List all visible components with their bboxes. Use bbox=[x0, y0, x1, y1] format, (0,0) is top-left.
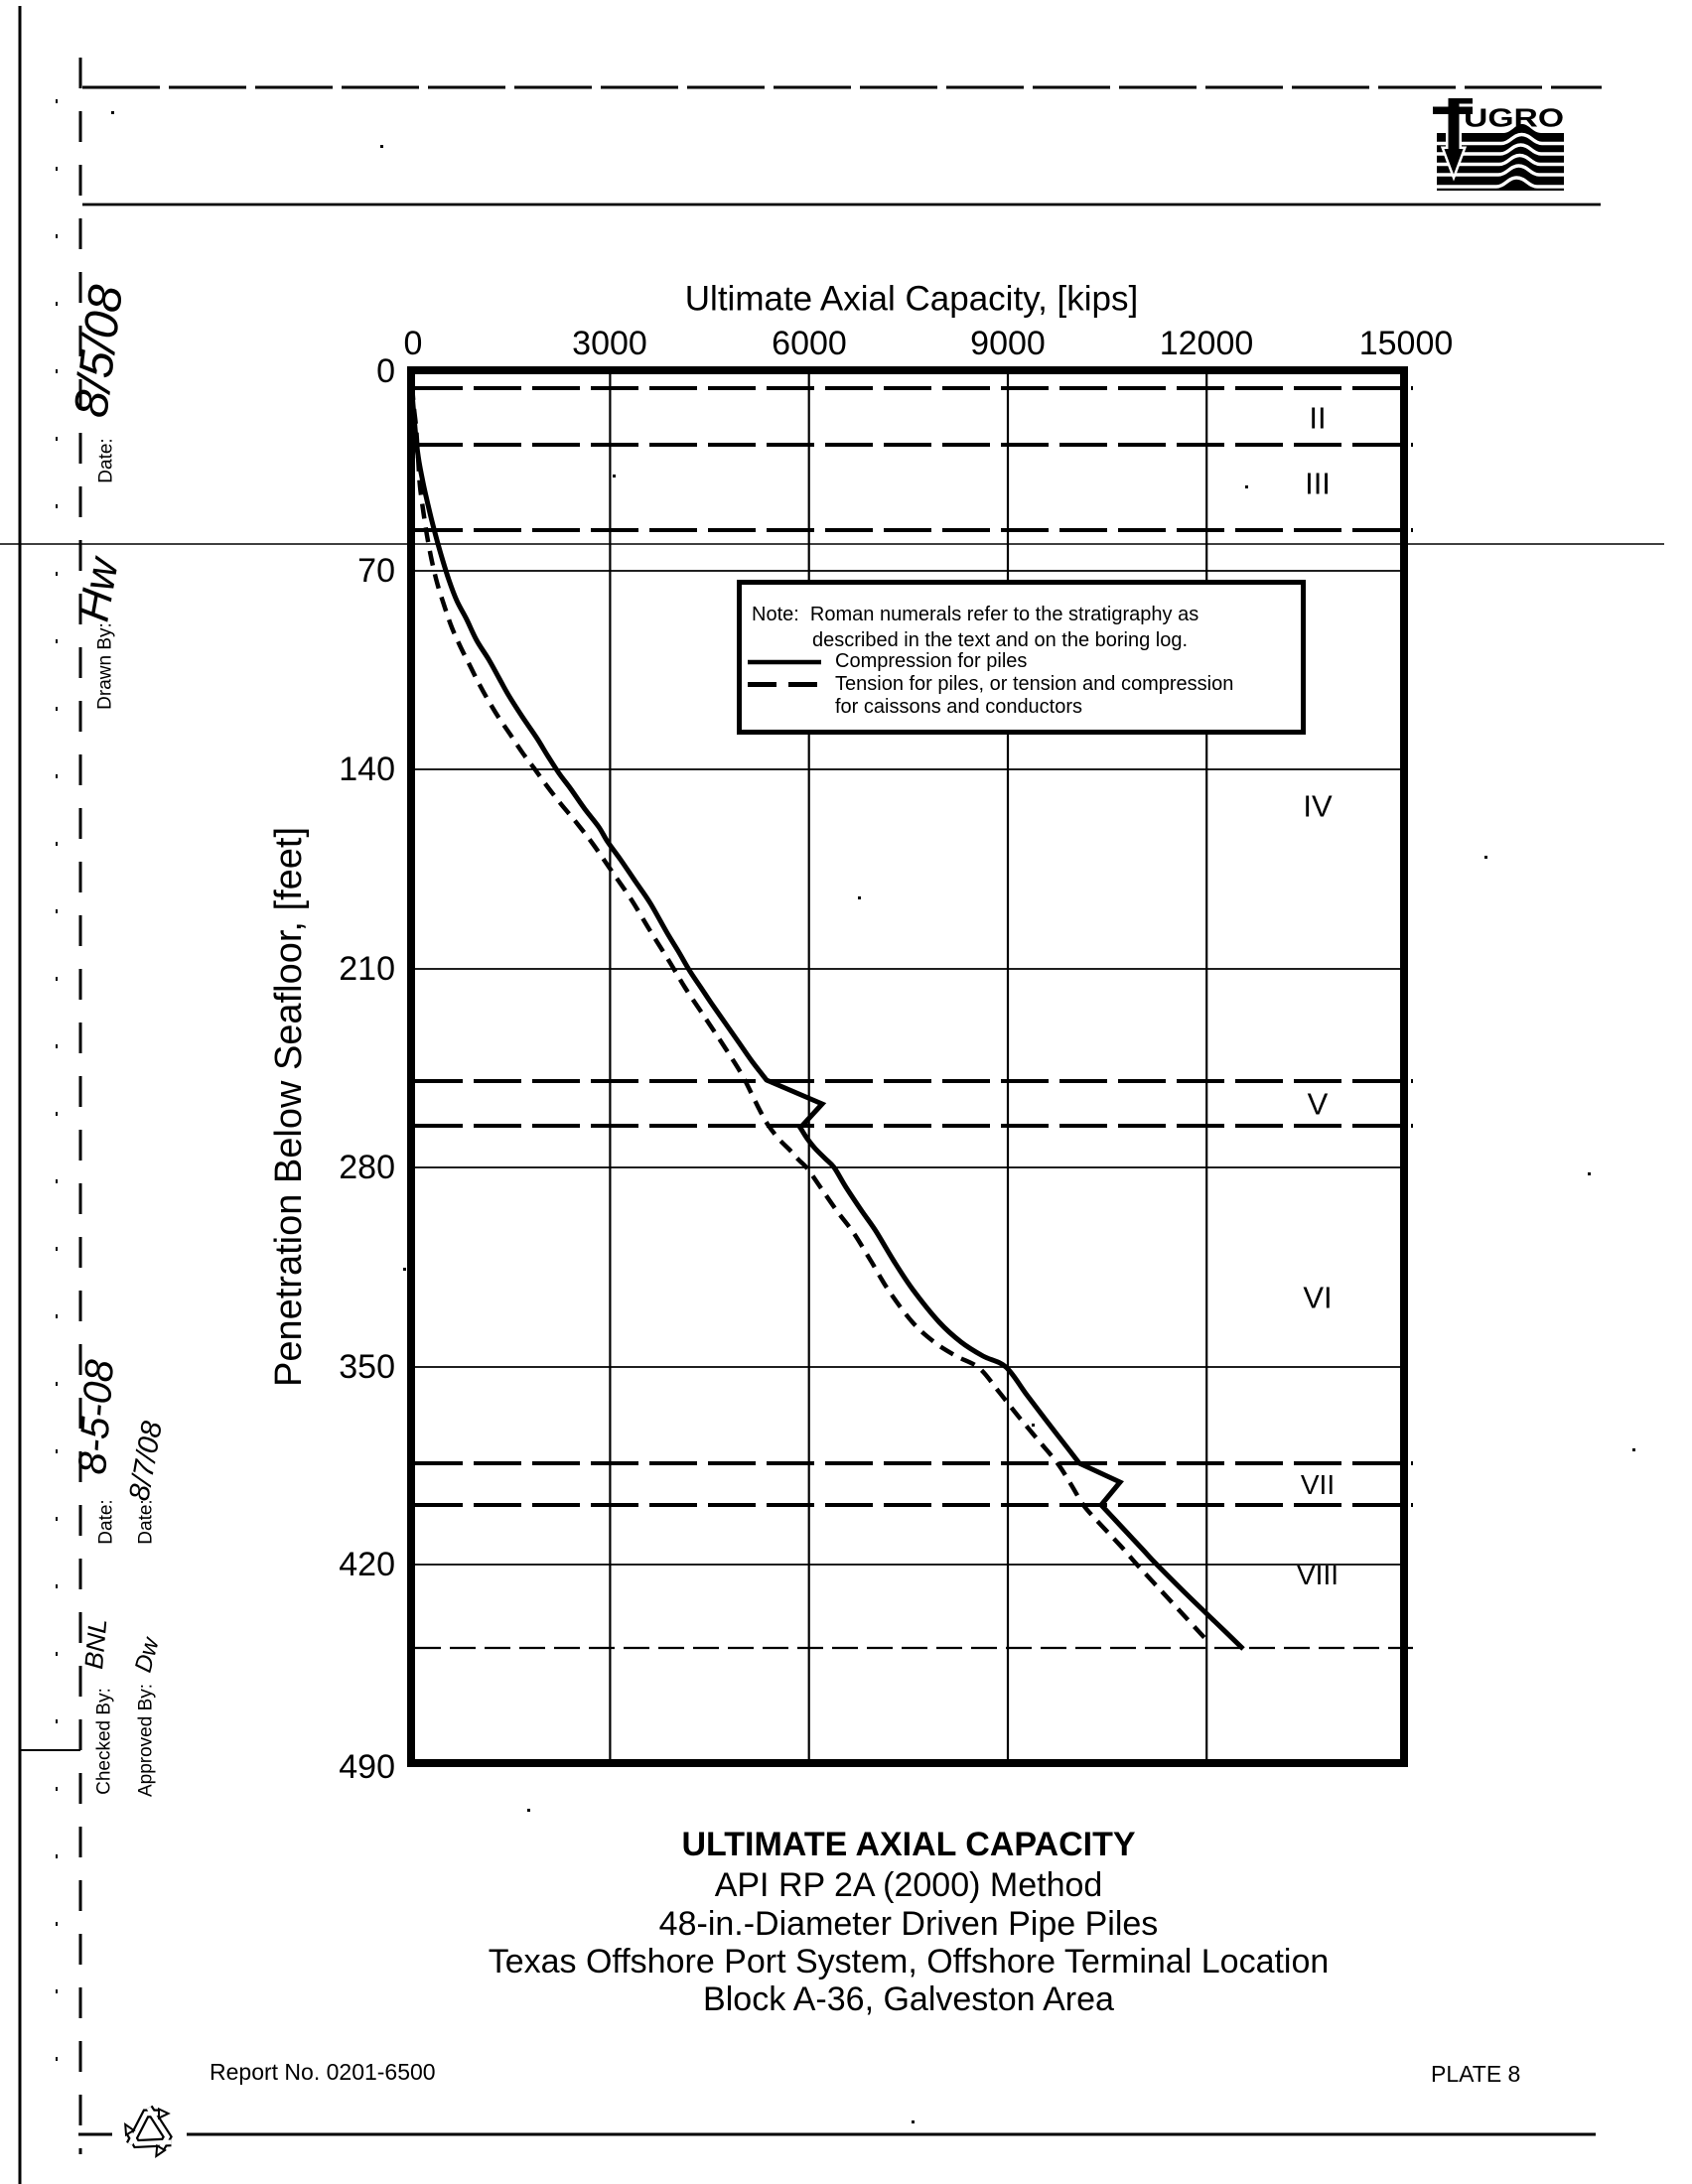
svg-text:BNL: BNL bbox=[78, 1618, 112, 1671]
svg-text:8-5-08: 8-5-08 bbox=[70, 1357, 122, 1475]
svg-text:Hw: Hw bbox=[70, 551, 129, 624]
svg-text:Dw: Dw bbox=[130, 1633, 165, 1675]
svg-text:8/5/08: 8/5/08 bbox=[65, 282, 133, 420]
svg-text:8/7/08: 8/7/08 bbox=[123, 1419, 169, 1503]
svg-text:UGRO: UGRO bbox=[1464, 103, 1564, 133]
